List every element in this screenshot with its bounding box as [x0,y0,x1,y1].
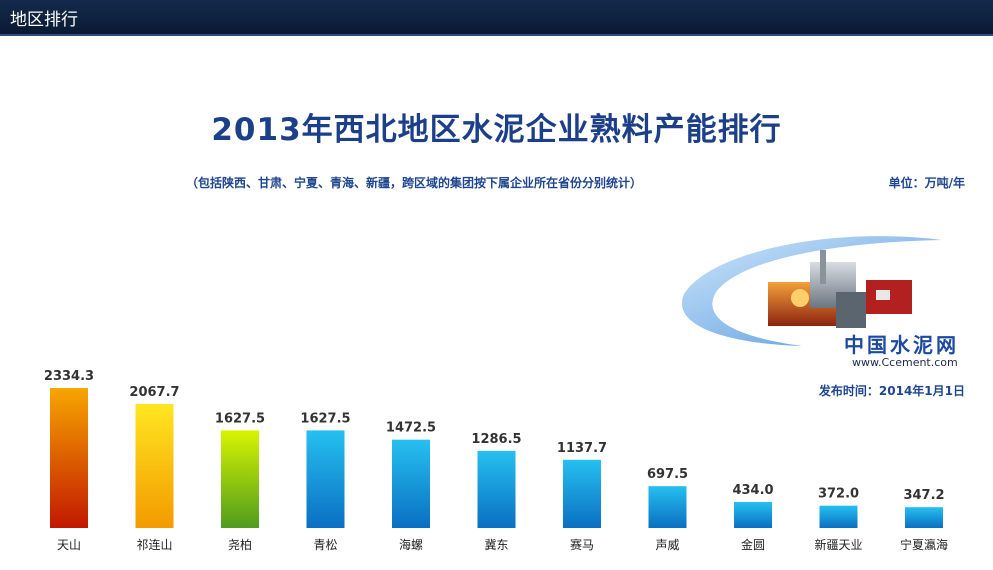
ccement-logo: 中国水泥网 www.Ccement.com [681,236,959,369]
category-label: 祁连山 [136,537,172,552]
unit-label: 单位：万吨/年 [888,176,965,190]
logo-photo-window [876,290,890,300]
value-labels-group: 2334.3 2067.7 1627.5 1627.5 1472.5 1286.5 1137… [44,369,945,503]
bars-group [50,388,943,528]
section-title: 地区排行 [10,10,78,30]
category-label: 赛马 [570,537,594,552]
bar-3 [221,430,259,528]
bar-2 [135,403,174,528]
logo-photo-tower [820,250,826,284]
bar-value-label: 1137.7 [557,441,607,456]
chart-title: 2013年西北地区水泥企业熟料产能排行 [211,112,782,148]
bar-6 [477,450,516,528]
category-label: 青松 [313,538,337,552]
category-label: 新疆天业 [814,537,862,552]
bar-value-label: 2334.3 [44,369,94,384]
publish-date: 发布时间：2014年1月1日 [818,384,965,398]
logo-name: 中国水泥网 [844,333,959,357]
bar-value-label: 697.5 [647,467,688,482]
bar-1 [50,388,88,528]
bar-5 [392,439,430,528]
bar-7 [563,459,601,528]
bar-11 [905,507,943,528]
category-label: 冀东 [484,538,508,552]
bar-value-label: 1286.5 [471,432,521,447]
logo-photo-silo [836,292,866,328]
bar-value-label: 372.0 [818,487,859,502]
category-label: 声威 [655,538,679,552]
top-bar: 地区排行 [0,0,993,36]
logo-url: www.Ccement.com [852,356,958,369]
category-label: 尧柏 [228,537,252,552]
bar-value-label: 434.0 [732,483,773,498]
category-label: 天山 [57,538,81,552]
bar-value-label: 2067.7 [129,385,179,400]
category-labels-group: 天山 祁连山 尧柏 青松 海螺 冀东 赛马 声威 金圆 新疆天业 宁夏瀛海 [57,537,948,552]
bar-value-label: 347.2 [903,488,944,503]
logo-photo-sun [791,289,809,307]
bar-9 [734,501,772,528]
chart-subtitle: （包括陕西、甘肃、宁夏、青海、新疆，跨区域的集团按下属企业所在省份分别统计） [186,176,643,190]
category-label: 金圆 [741,537,765,552]
bar-10 [819,505,858,528]
category-label: 海螺 [399,537,423,552]
bar-8 [648,486,687,528]
bar-value-label: 1627.5 [215,411,265,426]
category-label: 宁夏瀛海 [900,537,948,552]
bar-value-label: 1472.5 [386,421,436,436]
logo-swoosh-icon [681,236,942,346]
bar-value-label: 1627.5 [300,411,350,426]
bar-4 [306,430,345,528]
